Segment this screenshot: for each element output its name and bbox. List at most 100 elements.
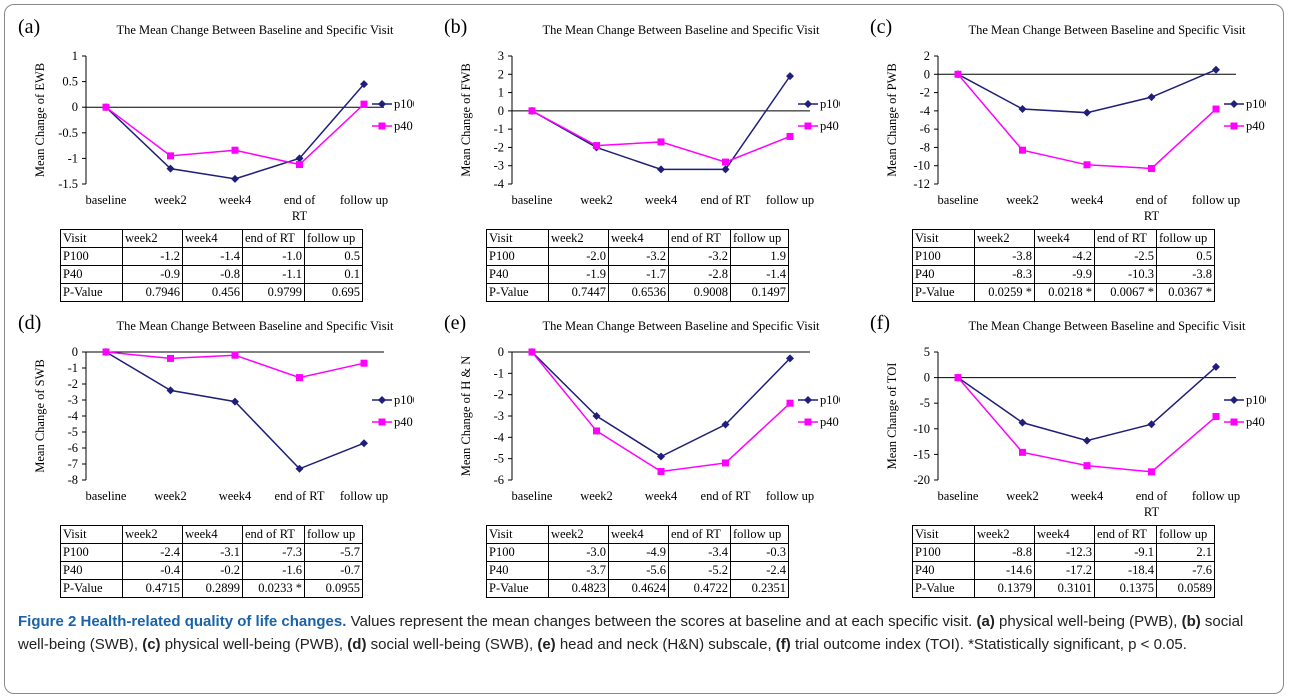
legend-marker-p40 <box>804 418 812 426</box>
data-point-p40 <box>231 351 239 359</box>
y-tick-label: -1.5 <box>58 177 78 191</box>
x-tick-label: baseline <box>86 489 127 503</box>
data-point-p40 <box>1212 413 1220 421</box>
y-tick-label: 0 <box>924 67 930 81</box>
y-tick-label: -12 <box>913 177 930 191</box>
table-cell: week2 <box>122 525 183 544</box>
table-cell: -1.6 <box>242 561 305 580</box>
table-row: P40 -0.4 -0.2 -1.6 -0.7 <box>60 561 363 580</box>
y-tick-label: -2 <box>920 86 930 100</box>
figure-frame <box>4 4 1284 694</box>
table-cell: 0.1497 <box>730 283 789 302</box>
data-point-p100 <box>295 464 304 473</box>
table-cell: -2.0 <box>548 247 609 266</box>
table-cell: end of RT <box>242 525 305 544</box>
y-axis-label: Mean Change of PWB <box>885 63 899 177</box>
table-cell: -17.2 <box>1034 561 1095 580</box>
y-axis-label: Mean Change of SWB <box>33 359 47 473</box>
table-cell: 0.0233 * <box>242 579 305 598</box>
table-header-row: Visit week2 week4 end of RT follow up <box>486 525 789 544</box>
series-line-p100 <box>105 83 365 180</box>
table-cell: 0.695 <box>304 283 363 302</box>
x-tick-label: end of RT <box>701 489 751 503</box>
table-header-row: Visit week2 week4 end of RT follow up <box>60 525 363 544</box>
panel-letter: (f) <box>870 312 890 334</box>
legend-marker-p100 <box>378 396 386 404</box>
series-line-p100 <box>531 351 791 458</box>
chart-svg: The Mean Change Between Baseline and Spe… <box>459 319 840 503</box>
x-tick-label: baseline <box>938 489 979 503</box>
legend-label: p100 <box>820 393 840 407</box>
data-point-p100 <box>1083 108 1091 117</box>
table-cell: P100 <box>486 543 549 562</box>
chart-svg: The Mean Change Between Baseline and Spe… <box>885 23 1266 223</box>
y-tick-label: -4 <box>494 177 505 191</box>
x-tick-label: follow up <box>1192 193 1240 207</box>
y-tick-label: 0.5 <box>62 75 78 89</box>
x-tick-label: week4 <box>219 489 252 503</box>
y-tick-label: 1 <box>72 49 78 63</box>
table-cell: -1.4 <box>182 247 243 266</box>
table-cell: 0.7447 <box>548 283 609 302</box>
y-tick-label: -3 <box>494 409 504 423</box>
y-tick-label: -8 <box>68 473 78 487</box>
x-tick-label: follow up <box>766 489 814 503</box>
y-tick-label: -2 <box>494 388 504 402</box>
y-axis-label: Mean Change of FWB <box>459 63 473 177</box>
table-cell: -0.7 <box>304 561 363 580</box>
data-point-p100 <box>1212 65 1220 74</box>
table-cell: -2.4 <box>730 561 789 580</box>
table-cell: week4 <box>1034 229 1095 248</box>
data-point-p100 <box>786 354 794 363</box>
x-tick-label: week4 <box>1071 489 1104 503</box>
data-point-p40 <box>1148 468 1155 476</box>
legend-label: p100 <box>1246 97 1266 111</box>
data-point-p40 <box>360 359 368 367</box>
y-tick-label: -1 <box>494 122 504 136</box>
data-point-p100 <box>1018 105 1027 114</box>
x-tick-label: RT <box>292 209 308 223</box>
x-tick-label: baseline <box>512 193 553 207</box>
table-cell: -2.5 <box>1094 247 1157 266</box>
series-line-p100 <box>105 351 365 470</box>
table-cell: P-Value <box>60 579 123 598</box>
table-cell: -1.1 <box>242 265 305 284</box>
table-cell: -1.2 <box>122 247 183 266</box>
data-point-p100 <box>657 165 665 174</box>
data-point-p40 <box>528 348 536 356</box>
table-cell: P-Value <box>912 579 975 598</box>
y-tick-label: 2 <box>498 67 504 81</box>
x-tick-label: week2 <box>154 489 187 503</box>
table-cell: Visit <box>912 525 975 544</box>
panel-letter: (d) <box>18 312 42 334</box>
table-cell: follow up <box>304 525 363 544</box>
table-cell: P40 <box>912 265 975 284</box>
stats-table: Visit week2 week4 end of RT follow up P100 -3.… <box>486 525 789 598</box>
stats-table: Visit week2 week4 end of RT follow up P100 -8.… <box>912 525 1215 598</box>
table-cell: end of RT <box>668 525 731 544</box>
stats-table: Visit week2 week4 end of RT follow up P100 -2.… <box>60 525 363 598</box>
table-cell: 2.1 <box>1156 543 1215 562</box>
y-tick-label: -6 <box>494 473 504 487</box>
table-cell: P-Value <box>912 283 975 302</box>
y-tick-label: -15 <box>913 447 930 461</box>
data-point-p40 <box>657 467 665 475</box>
table-cell: week4 <box>1034 525 1095 544</box>
y-tick-label: 0 <box>924 371 930 385</box>
table-cell: P40 <box>912 561 975 580</box>
y-tick-label: -4 <box>494 430 505 444</box>
table-row: P100 -1.2 -1.4 -1.0 0.5 <box>60 247 363 266</box>
table-cell: follow up <box>1156 525 1215 544</box>
caption-c-label: (c) <box>142 636 161 653</box>
table-cell: follow up <box>1156 229 1215 248</box>
stats-table: Visit week2 week4 end of RT follow up P100 -3.… <box>912 229 1215 302</box>
table-header-row: Visit week2 week4 end of RT follow up <box>486 229 789 248</box>
data-point-p40 <box>167 152 174 160</box>
series-line-p100 <box>957 69 1217 114</box>
table-cell: 0.0955 <box>304 579 363 598</box>
data-point-p40 <box>657 138 665 146</box>
chart-panel: (a) The Mean Change Between Baseline and … <box>14 14 414 334</box>
series-line-p100 <box>531 75 791 171</box>
data-point-p100 <box>1147 93 1156 102</box>
data-point-p100 <box>1147 420 1156 429</box>
